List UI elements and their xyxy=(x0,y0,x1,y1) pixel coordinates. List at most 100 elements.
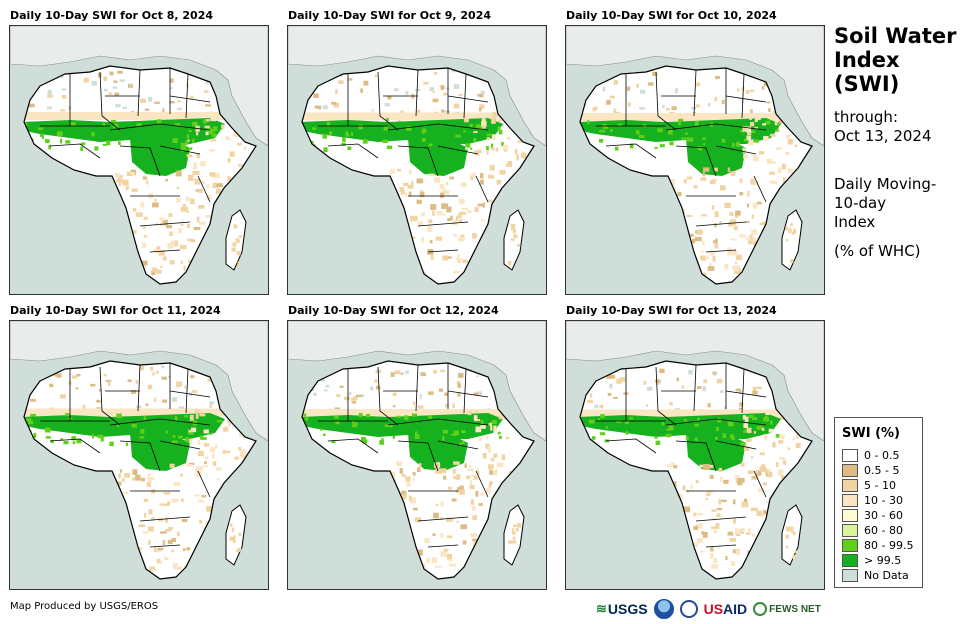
country-border xyxy=(427,249,459,253)
country-border xyxy=(159,440,201,450)
country-border xyxy=(377,71,399,131)
legend-swatch xyxy=(842,524,858,537)
country-border xyxy=(137,69,141,117)
africa-landmass xyxy=(580,66,812,284)
country-border xyxy=(725,95,767,103)
country-border xyxy=(169,390,211,398)
legend-label: 0 - 0.5 xyxy=(864,449,900,462)
country-border xyxy=(49,143,101,159)
side-title-line-3: (SWI) xyxy=(834,72,900,96)
eurasia-landmass xyxy=(10,26,268,147)
usgs-wave-icon: ≋ xyxy=(596,601,607,616)
country-border xyxy=(49,438,101,454)
africa-coastline xyxy=(579,360,813,580)
legend-swatch xyxy=(842,464,858,477)
country-border xyxy=(447,390,489,398)
usgs-logo: ≋ USGS xyxy=(596,601,648,617)
country-border xyxy=(741,368,745,414)
legend-item: No Data xyxy=(842,569,909,582)
legend-swatch xyxy=(842,539,858,552)
legend-item: 30 - 60 xyxy=(842,509,903,522)
country-border xyxy=(109,418,211,426)
panel-title-3: Daily 10-Day SWI for Oct 10, 2024 xyxy=(566,9,777,22)
usgs-logo-text: USGS xyxy=(607,601,648,617)
globe-icon xyxy=(753,602,768,616)
legend-label: > 99.5 xyxy=(864,554,902,567)
units-label: (% of WHC) xyxy=(834,242,921,260)
country-border xyxy=(397,145,439,177)
legend-label: 30 - 60 xyxy=(864,509,903,522)
through-label: through: xyxy=(834,108,898,126)
country-border xyxy=(475,175,489,203)
legend-label: 10 - 30 xyxy=(864,494,903,507)
description-line-2: 10-day xyxy=(834,194,887,212)
country-border xyxy=(377,366,399,426)
usaid-logo-aid: AID xyxy=(723,601,748,617)
legend-swatch xyxy=(842,554,858,567)
country-border xyxy=(725,390,767,398)
country-border xyxy=(447,95,489,103)
country-border xyxy=(169,95,211,103)
country-border xyxy=(675,440,717,472)
legend-label: 5 - 10 xyxy=(864,479,896,492)
country-border xyxy=(417,516,469,522)
through-date: Oct 13, 2024 xyxy=(834,127,932,145)
country-border xyxy=(159,145,201,155)
country-border xyxy=(463,368,467,414)
country-border xyxy=(197,470,211,498)
africa-landmass xyxy=(24,66,256,284)
map-oct-10 xyxy=(565,25,825,295)
country-border xyxy=(119,440,161,472)
map-oct-8 xyxy=(9,25,269,295)
panel-title-6: Daily 10-Day SWI for Oct 13, 2024 xyxy=(566,304,777,317)
legend-swatch xyxy=(842,449,858,462)
country-border xyxy=(753,175,767,203)
country-border xyxy=(387,418,489,426)
country-border xyxy=(99,71,121,131)
legend-item: 5 - 10 xyxy=(842,479,896,492)
country-border xyxy=(475,470,489,498)
country-border xyxy=(417,221,469,227)
side-title-line-1: Soil Water xyxy=(834,24,957,48)
side-title-line-2: Index xyxy=(834,48,900,72)
country-border xyxy=(741,73,745,119)
credit-text: Map Produced by USGS/EROS xyxy=(10,601,159,612)
country-border xyxy=(675,145,717,177)
country-border xyxy=(185,73,189,119)
map-svg xyxy=(566,26,824,285)
country-border xyxy=(415,364,419,412)
legend-title: SWI (%) xyxy=(842,426,900,441)
country-border xyxy=(665,123,767,131)
noaa-logo-icon xyxy=(653,599,674,619)
legend-swatch xyxy=(842,479,858,492)
country-border xyxy=(695,516,747,522)
map-oct-11 xyxy=(9,320,269,590)
map-svg xyxy=(10,321,268,580)
country-border xyxy=(149,544,181,548)
country-border xyxy=(387,123,489,131)
map-oct-12 xyxy=(287,320,547,590)
madagascar xyxy=(781,504,803,566)
description-line-3: Index xyxy=(834,213,876,231)
country-border xyxy=(665,418,767,426)
fews-net-logo: FEWS NET xyxy=(753,602,821,616)
country-border xyxy=(715,145,757,155)
country-border xyxy=(655,366,677,426)
africa-coastline xyxy=(301,360,535,580)
country-border xyxy=(693,69,697,117)
description-line-1: Daily Moving- xyxy=(834,175,937,193)
eurasia-landmass xyxy=(566,321,824,442)
country-border xyxy=(397,440,439,472)
country-border xyxy=(705,544,737,548)
country-border xyxy=(99,366,121,426)
country-border xyxy=(715,440,757,450)
map-oct-9 xyxy=(287,25,547,295)
country-border xyxy=(327,143,379,159)
eurasia-landmass xyxy=(288,321,546,442)
swi-pattern xyxy=(24,365,256,575)
legend-label: 80 - 99.5 xyxy=(864,539,914,552)
map-svg xyxy=(10,26,268,285)
madagascar xyxy=(781,209,803,271)
country-border xyxy=(655,71,677,131)
country-border xyxy=(109,123,211,131)
